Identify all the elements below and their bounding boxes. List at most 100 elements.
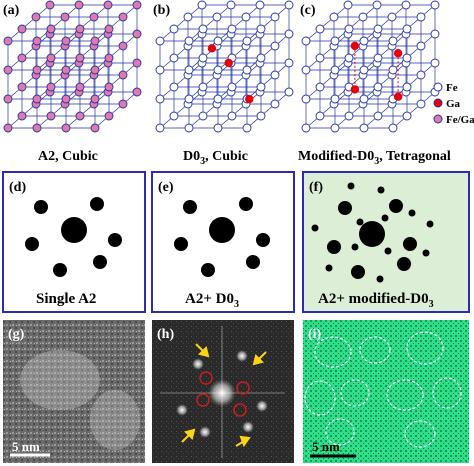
lattice-edge <box>363 62 407 100</box>
lattice-atom <box>32 123 42 133</box>
lattice-edge <box>94 91 138 129</box>
diffraction-spot <box>53 263 67 277</box>
lattice-atom <box>155 94 165 104</box>
lattice-atom <box>344 53 354 63</box>
legend-fega-marker <box>433 114 443 124</box>
diffraction-spot <box>90 197 104 211</box>
lattice-atom <box>104 82 114 92</box>
lattice-atom <box>270 41 280 51</box>
lattice-atom <box>213 94 223 104</box>
spot-pattern-d <box>25 197 122 277</box>
caption-d: Single A2 <box>36 291 96 307</box>
lattice-atom <box>301 36 311 46</box>
lattice-edge <box>7 62 51 100</box>
lattice-atom <box>213 123 223 133</box>
lattice-atom <box>301 65 311 75</box>
lattice-edge <box>188 4 232 42</box>
cluster-outline <box>340 379 370 407</box>
panel-label-g: (g) <box>8 327 25 342</box>
lattice-edge <box>217 4 261 42</box>
lattice-atom <box>402 111 412 121</box>
diffraction-spot <box>25 237 39 251</box>
lattice-atom <box>358 12 368 22</box>
diffraction-panel-d: (d) Single A2 <box>2 171 146 313</box>
lattice-edge <box>36 33 80 71</box>
lattice-atom <box>197 0 207 10</box>
filtered-image-i <box>303 320 469 463</box>
lattice-atom <box>104 24 114 34</box>
fft-spot <box>199 426 211 438</box>
diffraction-spot <box>174 237 188 251</box>
lattice-atom <box>256 53 266 63</box>
diffraction-spot <box>389 199 403 213</box>
lattice-atom <box>344 24 354 34</box>
caption-b: D03, Cubic <box>183 149 248 167</box>
cluster-outline <box>304 380 336 416</box>
cluster-outline <box>406 331 444 365</box>
lattice-atom <box>227 111 237 121</box>
lattice-atom <box>46 24 56 34</box>
superlattice-ring <box>196 393 210 407</box>
lattice-edge <box>392 4 436 42</box>
lattice-edge <box>7 91 51 129</box>
superlattice-spot <box>377 186 385 194</box>
lattice-atom <box>301 94 311 104</box>
lattice-edge <box>36 4 80 42</box>
lattice-atom <box>198 53 208 63</box>
lattice-atom <box>343 0 353 10</box>
lattice-edge <box>334 91 378 129</box>
superlattice-ring <box>233 403 247 417</box>
caption-e: A2+ D03 <box>185 291 239 310</box>
cluster-outline <box>386 379 424 411</box>
lattice-atom <box>416 70 426 80</box>
lattice-edge <box>188 91 232 129</box>
lattice-panel-a: (a) A2, Cubic <box>3 0 142 164</box>
lattice-atom <box>359 65 369 75</box>
hrtem-panel-g: (g) 5 nm <box>3 320 145 463</box>
lattice-edge <box>65 4 109 42</box>
arrow-icon <box>181 428 196 443</box>
lattice-atom <box>344 111 354 121</box>
legend-ga-marker <box>433 98 443 108</box>
lattice-atom <box>284 29 294 39</box>
lattice-edge <box>392 91 436 129</box>
lattice-atom <box>198 24 208 34</box>
lattice-edge <box>65 91 109 129</box>
lattice-atom <box>132 29 142 39</box>
lattice-atom <box>32 65 42 75</box>
lattice-edge <box>7 4 51 42</box>
lattice-atom <box>270 12 280 22</box>
caption-a: A2, Cubic <box>38 149 98 164</box>
lattice-atom <box>359 36 369 46</box>
lattice-atom <box>402 82 412 92</box>
lattice-atom <box>183 12 193 22</box>
lattice-edge <box>334 4 378 42</box>
lattice-atom <box>3 123 13 133</box>
lattice-atom <box>284 58 294 68</box>
lattice-atom <box>401 0 411 10</box>
lattice-atom <box>226 0 236 10</box>
lattice-atom <box>32 36 42 46</box>
lattice-atom <box>17 82 27 92</box>
ga-atom <box>393 92 403 101</box>
lattice-atom <box>118 70 128 80</box>
lattice-atom <box>402 53 412 63</box>
cluster-outline <box>325 418 355 446</box>
superlattice-spot <box>325 264 333 272</box>
lattice-atom <box>90 65 100 75</box>
lattice-atom <box>132 58 142 68</box>
central-spot <box>359 221 385 247</box>
lattice-atom <box>61 123 71 133</box>
lattice-atom <box>46 53 56 63</box>
lattice-atom <box>169 24 179 34</box>
lattice-atom <box>74 0 84 10</box>
lattice-edge <box>188 62 232 100</box>
lattice-atom <box>3 94 13 104</box>
diffraction-spot <box>327 240 341 254</box>
lattice-atom <box>388 36 398 46</box>
lattice-atom <box>169 53 179 63</box>
panel-label-c: (c) <box>300 3 316 18</box>
lattice-panel-b: (b) D03, Cubic <box>153 0 294 167</box>
lattice-atom <box>315 53 325 63</box>
superlattice-spot <box>426 220 434 228</box>
